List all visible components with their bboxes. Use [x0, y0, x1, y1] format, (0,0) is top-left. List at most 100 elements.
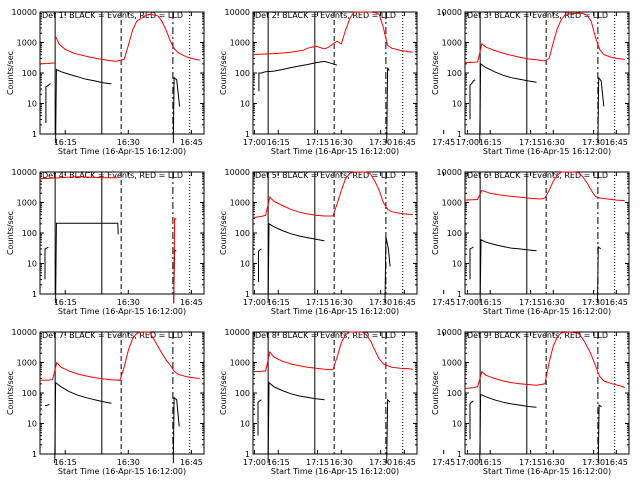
- y-tick-label: 10: [452, 100, 462, 109]
- x-tick-label: 16:45: [180, 298, 203, 307]
- x-tick-label: 17:30: [369, 298, 392, 307]
- y-tick-label: 10: [452, 260, 462, 269]
- x-tick-label: 16:30: [330, 138, 353, 147]
- series-events-segment: [172, 76, 181, 144]
- series-events-segment: [597, 245, 602, 304]
- plot-frame: [464, 331, 630, 455]
- x-tick-label: 17:00: [456, 458, 479, 467]
- y-tick-label: 10000: [437, 328, 462, 337]
- y-tick-label: 100: [235, 69, 250, 78]
- x-tick-label: 17:30: [582, 458, 605, 467]
- y-tick-label: 100: [22, 69, 37, 78]
- y-axis-label: Counts/sec: [219, 51, 228, 95]
- series-events-segment: [44, 404, 50, 407]
- x-tick-label: 16:45: [393, 138, 416, 147]
- x-axis-label: Start Time (16-Apr-15 16:12:00): [271, 467, 399, 476]
- y-tick-label: 10: [27, 260, 37, 269]
- detector-panel-4: Det 4: BLACK = Events, RED = LLD Counts/s…: [6, 168, 455, 316]
- x-tick-label: 17:00: [243, 458, 266, 467]
- series-lld-segment: [173, 217, 177, 304]
- x-axis-label: Start Time (16-Apr-15 16:12:00): [58, 147, 186, 156]
- y-tick-label: 10: [240, 100, 250, 109]
- series-events-segment: [44, 246, 49, 280]
- y-axis-label: Counts/sec: [431, 51, 440, 95]
- panel-title: Det 7: BLACK = Events, RED = LLD: [42, 331, 183, 340]
- series-events-segment: [267, 381, 325, 464]
- series-events-segment: [258, 60, 338, 92]
- x-axis-label: Start Time (16-Apr-15 16:12:00): [483, 307, 611, 316]
- x-tick-label: 16:45: [605, 138, 628, 147]
- y-tick-label: 10: [27, 100, 37, 109]
- x-tick-label: 16:30: [117, 138, 140, 147]
- y-axis-label: Counts/sec: [6, 211, 15, 255]
- panel-title: Det 3: BLACK = Events, RED = LLD: [467, 11, 608, 20]
- y-axis-label: Counts/sec: [219, 371, 228, 415]
- x-tick-label: 17:15: [306, 138, 329, 147]
- series-lld-segment: [252, 11, 413, 56]
- series-lld-segment: [464, 12, 625, 64]
- series-lld-segment: [252, 171, 413, 219]
- plot-frame: [39, 171, 205, 295]
- y-tick-label: 1000: [230, 199, 250, 208]
- x-tick-label: 17:00: [456, 138, 479, 147]
- x-axis-label: Start Time (16-Apr-15 16:12:00): [483, 147, 611, 156]
- y-tick-label: 1000: [230, 359, 250, 368]
- x-tick-label: 16:30: [542, 298, 565, 307]
- x-tick-label: 17:00: [456, 298, 479, 307]
- series-lld-segment: [55, 13, 200, 62]
- x-tick-label: 17:30: [369, 458, 392, 467]
- series-events-segment: [267, 222, 325, 304]
- y-tick-label: 10000: [225, 328, 250, 337]
- x-axis-label: Start Time (16-Apr-15 16:12:00): [58, 467, 186, 476]
- y-tick-label: 1: [32, 130, 37, 139]
- y-tick-label: 10000: [12, 328, 37, 337]
- detector-panel-5: Det 5: BLACK = Events, RED = LLD Counts/s…: [219, 168, 605, 316]
- x-tick-label: 16:30: [117, 458, 140, 467]
- series-lld-segment: [39, 62, 55, 65]
- y-tick-label: 1000: [17, 199, 37, 208]
- series-events-segment: [54, 381, 112, 464]
- x-tick-label: 17:30: [582, 138, 605, 147]
- plot-frame: [252, 11, 418, 135]
- series-lld-segment: [464, 171, 625, 202]
- y-tick-label: 1000: [442, 199, 462, 208]
- y-tick-label: 10000: [437, 168, 462, 177]
- y-tick-label: 1: [32, 290, 37, 299]
- y-tick-label: 10000: [437, 8, 462, 17]
- y-tick-label: 100: [447, 389, 462, 398]
- x-axis-label: Start Time (16-Apr-15 16:12:00): [58, 307, 186, 316]
- y-tick-label: 100: [22, 389, 37, 398]
- y-tick-label: 1: [245, 130, 250, 139]
- detector-panel-7: Det 7: BLACK = Events, RED = LLD Counts/s…: [6, 328, 455, 476]
- y-tick-label: 10: [452, 420, 462, 429]
- series-lld-segment: [39, 176, 118, 180]
- y-axis-label: Counts/sec: [219, 211, 228, 255]
- series-events-segment: [384, 236, 391, 304]
- y-tick-label: 10: [240, 420, 250, 429]
- y-tick-label: 100: [447, 229, 462, 238]
- x-tick-label: 17:15: [519, 458, 542, 467]
- y-tick-label: 1: [457, 130, 462, 139]
- series-lld-segment: [39, 331, 200, 381]
- y-tick-label: 1000: [17, 359, 37, 368]
- y-tick-label: 1: [457, 290, 462, 299]
- x-tick-label: 17:30: [369, 138, 392, 147]
- y-tick-label: 1000: [442, 359, 462, 368]
- panel-title: Det 5: BLACK = Events, RED = LLD: [255, 171, 396, 180]
- series-events-segment: [479, 239, 537, 304]
- x-axis-label: Start Time (16-Apr-15 16:12:00): [271, 307, 399, 316]
- x-axis-label: Start Time (16-Apr-15 16:12:00): [483, 467, 611, 476]
- series-events-segment: [45, 83, 51, 123]
- x-tick-label: 16:15: [479, 138, 502, 147]
- series-events-segment: [386, 398, 391, 464]
- plot-frame: [464, 171, 630, 295]
- y-tick-label: 10000: [12, 8, 37, 17]
- series-events-segment: [172, 396, 180, 464]
- series-events-segment: [469, 400, 474, 440]
- y-tick-label: 1: [457, 450, 462, 459]
- series-events-segment: [386, 67, 390, 144]
- panel-title: Det 2: BLACK = Events, RED = LLD: [255, 11, 396, 20]
- x-tick-label: 16:15: [54, 138, 77, 147]
- x-tick-label: 17:30: [582, 298, 605, 307]
